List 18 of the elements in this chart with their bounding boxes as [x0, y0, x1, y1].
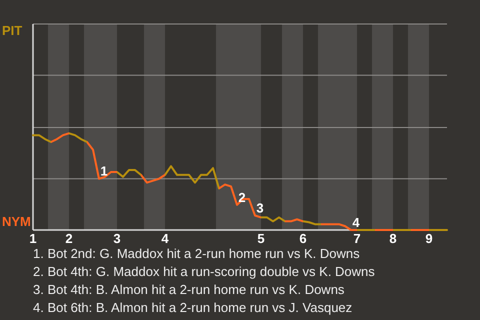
- text: 3. Bot 4th: B. Almon hit a 2-run home run vs K. Downs: [33, 282, 345, 297]
- x-tick-label: 4: [161, 231, 170, 246]
- x-tick-label: 7: [353, 231, 361, 246]
- x-tick-label: 6: [299, 231, 307, 246]
- text: 4. Bot 6th: B. Almon hit a 2-run home run vs J. Vasquez: [33, 300, 352, 315]
- text: NYM: [2, 214, 31, 229]
- annotation: 1: [100, 164, 108, 179]
- x-tick-label: 3: [113, 231, 121, 246]
- x-tick-label: 2: [65, 231, 73, 246]
- x-tick-label: 5: [257, 231, 265, 246]
- annotation: 4: [352, 215, 360, 230]
- text: 1. Bot 2nd: G. Maddox hit a 2-run home run vs K. Downs: [33, 246, 360, 261]
- text: PIT: [2, 23, 22, 38]
- annotation: 3: [256, 200, 264, 216]
- x-tick-label: 8: [389, 231, 397, 246]
- x-tick-label: 9: [425, 231, 433, 246]
- x-tick-label: 1: [29, 231, 37, 246]
- text: 2. Bot 4th: G. Maddox hit a run-scoring double vs K. Downs: [33, 264, 376, 279]
